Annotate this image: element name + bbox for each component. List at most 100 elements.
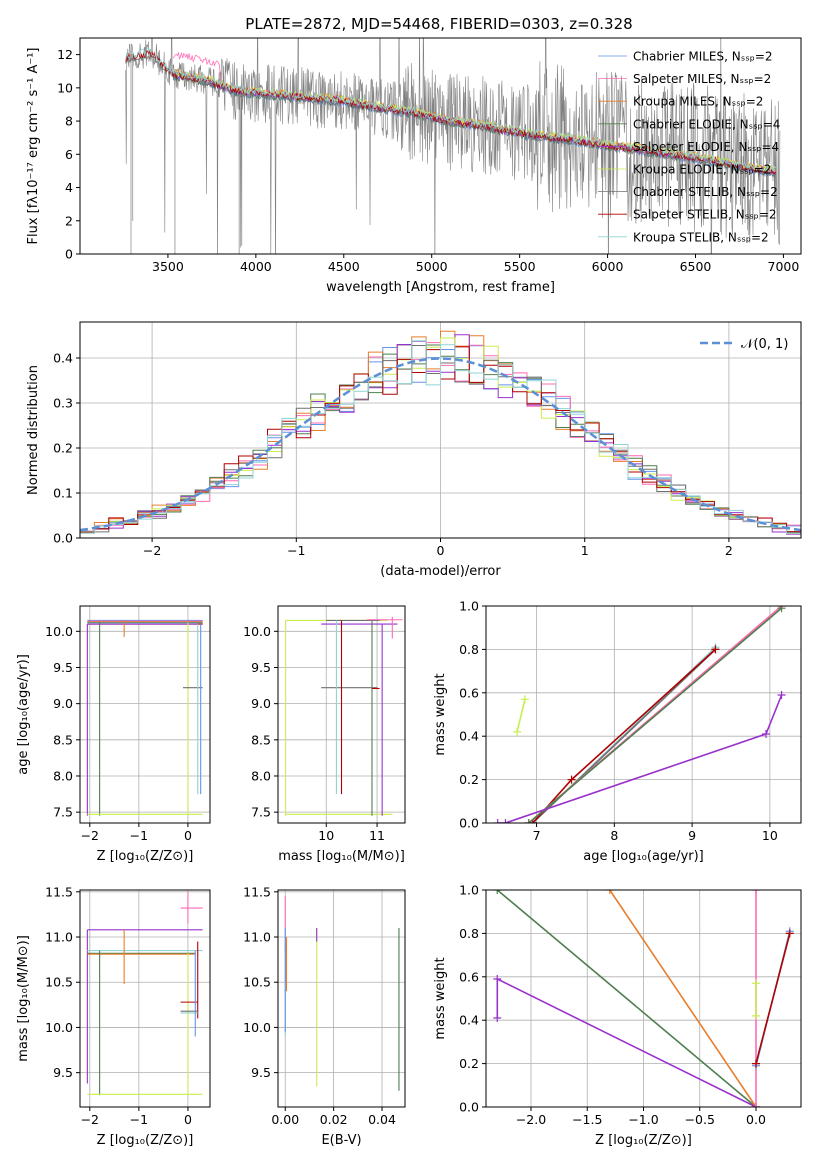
axes-frame [485, 605, 802, 824]
plot-area-residuals [80, 330, 801, 535]
x-tick-label: −1 [130, 1112, 148, 1127]
y-tick-label: 9.0 [53, 696, 73, 711]
x-axis-label: E(B-V) [321, 1133, 361, 1148]
panel-age_mass: 10 11 7.5 8.0 8.5 9.0 9.5 10.0 mass [log₁₀(M/M⊙)… [243, 605, 406, 864]
x-tick-label: 9 [688, 828, 696, 843]
axes-frame [79, 889, 211, 1108]
series-point-salpeter_miles [752, 1103, 760, 1107]
y-tick-label: 8.5 [251, 732, 271, 747]
y-tick-label: 7.5 [53, 805, 73, 820]
y-tick-label: 0.1 [53, 486, 73, 501]
x-axis-label: (data-model)/error [380, 564, 501, 579]
series-point-salpeter_miles [752, 890, 760, 894]
y-tick-label: 0.4 [459, 1013, 479, 1028]
axes-frame [277, 889, 406, 1108]
x-tick-label: 6500 [680, 259, 712, 274]
y-tick-label: 0.2 [459, 772, 479, 787]
x-tick-label: −1.5 [572, 1112, 602, 1127]
x-tick-label: 5000 [416, 259, 448, 274]
series-point-salpeter_elodie [493, 974, 502, 983]
y-tick-label: 10.0 [45, 624, 73, 639]
spectrum-model-line-kroupa_elodie [172, 70, 776, 174]
legend-entry: Chabrier ELODIE, Nₛₛₚ=4 [633, 117, 780, 131]
panel-spectrum: 3500 4000 4500 5000 5500 6000 6500 7000 0 2 4 6 8 10 1… [26, 37, 802, 295]
x-tick-label: 11 [369, 828, 385, 843]
series-point-salpeter_stelib [785, 929, 794, 938]
x-tick-label: 4500 [328, 259, 360, 274]
panel-mass_Z: −2 −1 0 9.5 10.0 10.5 11.0 11.5 Z [log₁₀(Z/Z⊙)] m… [16, 884, 211, 1148]
panel-age_Z: −2 −1 0 7.5 8.0 8.5 9.0 9.5 10.0 Z [log₁₀(Z/Z⊙)] a… [16, 605, 211, 864]
x-axis-label: Z [log₁₀(Z/Z⊙)] [97, 1133, 194, 1148]
x-axis-label: Z [log₁₀(Z/Z⊙)] [595, 1133, 692, 1148]
x-tick-label: 2 [725, 543, 733, 558]
series-point-chabrier_elodie [777, 606, 786, 613]
series-point-salpeter_stelib [711, 645, 720, 654]
x-axis-label: age [log₁₀(age/yr)] [583, 849, 704, 864]
y-tick-label: 9.5 [53, 1065, 73, 1080]
series-point-kroupa_elodie [752, 1011, 760, 1020]
y-tick-label: 10.0 [45, 1020, 73, 1035]
spectrum-model-line-kroupa_stelib [125, 47, 776, 174]
y-tick-label: 0.4 [459, 729, 479, 744]
y-tick-label: 0.2 [459, 1056, 479, 1071]
y-tick-label: 7.5 [251, 805, 271, 820]
y-tick-label: 6 [65, 147, 73, 162]
plot-area-mass_Z [86, 891, 203, 1096]
panel-massweight_age: 7 8 9 10 0.0 0.2 0.4 0.6 0.8 1.0 age [log₁₀(age/yr… [433, 599, 802, 864]
y-tick-label: 11.0 [45, 930, 73, 945]
gaussian-legend-label: 𝒩(0, 1) [741, 337, 788, 352]
legend-entry: Kroupa MILES, Nₛₛₚ=2 [633, 95, 763, 109]
y-tick-label: 9.5 [53, 660, 73, 675]
axes-frame [79, 605, 211, 824]
x-tick-label: 3500 [152, 259, 184, 274]
plot-area-age_mass [285, 616, 403, 816]
x-tick-label: −2 [143, 543, 161, 558]
panel-mass_EBV: 0.00 0.02 0.04 9.5 10.0 10.5 11.0 11.5 E(B-V) [243, 884, 406, 1148]
y-tick-label: 8.5 [53, 732, 73, 747]
series-line-chabrier_elodie [496, 890, 757, 1107]
y-tick-label: 9.0 [251, 696, 271, 711]
y-axis-label: mass weight [433, 673, 448, 755]
axes-frame [277, 605, 406, 824]
series-point-salpeter_elodie [762, 730, 770, 739]
x-tick-label: 0 [437, 543, 445, 558]
x-tick-label: 1 [581, 543, 589, 558]
x-tick-label: 0.04 [368, 1112, 396, 1127]
y-tick-label: 9.5 [251, 1065, 271, 1080]
x-tick-label: 10 [318, 828, 334, 843]
y-tick-label: 0.8 [459, 642, 479, 657]
x-axis-label: wavelength [Angstrom, rest frame] [326, 280, 555, 295]
panel-residuals: −2 −1 0 1 2 0.0 0.1 0.2 0.3 0.4 (data-model)/error… [26, 321, 802, 579]
y-tick-label: 10.0 [243, 1020, 271, 1035]
series-point-kroupa_elodie [513, 727, 522, 736]
legend-entry: Kroupa ELODIE, Nₛₛₚ=2 [633, 163, 771, 177]
y-tick-label: 1.0 [459, 599, 479, 614]
y-tick-label: 0.0 [459, 816, 479, 831]
x-tick-label: 0.0 [746, 1112, 766, 1127]
x-tick-label: −2 [81, 1112, 99, 1127]
series-line-salpeter_stelib [755, 933, 791, 1064]
x-tick-label: 0 [184, 828, 192, 843]
legend-entry: Salpeter ELODIE, Nₛₛₚ=4 [633, 140, 779, 154]
y-tick-label: 10.5 [45, 975, 73, 990]
plot-layers: 3500 4000 4500 5000 5500 6000 6500 700002468101… [16, 37, 802, 1148]
x-tick-label: −1 [287, 543, 305, 558]
plot-area-massweight_Z [493, 890, 794, 1107]
x-tick-label: −1.0 [628, 1112, 658, 1127]
series-point-salpeter_elodie [493, 1014, 502, 1023]
y-tick-label: 8 [65, 114, 73, 129]
y-tick-label: 12 [57, 47, 73, 62]
x-tick-label: 0.02 [320, 1112, 348, 1127]
y-tick-label: 11.0 [243, 930, 271, 945]
y-tick-label: 0.3 [53, 396, 73, 411]
figure-title: PLATE=2872, MJD=54468, FIBERID=0303, z=0… [245, 15, 632, 33]
x-tick-label: −2.0 [516, 1112, 546, 1127]
y-tick-label: 0.0 [459, 1100, 479, 1115]
y-axis-label: mass [log₁₀(M/M⊙)] [16, 935, 31, 1062]
x-tick-label: 5500 [504, 259, 536, 274]
y-tick-label: 9.5 [251, 660, 271, 675]
gaussian-curve [80, 357, 801, 532]
y-tick-label: 2 [65, 213, 73, 228]
series-line-kroupa_miles [609, 890, 757, 1107]
